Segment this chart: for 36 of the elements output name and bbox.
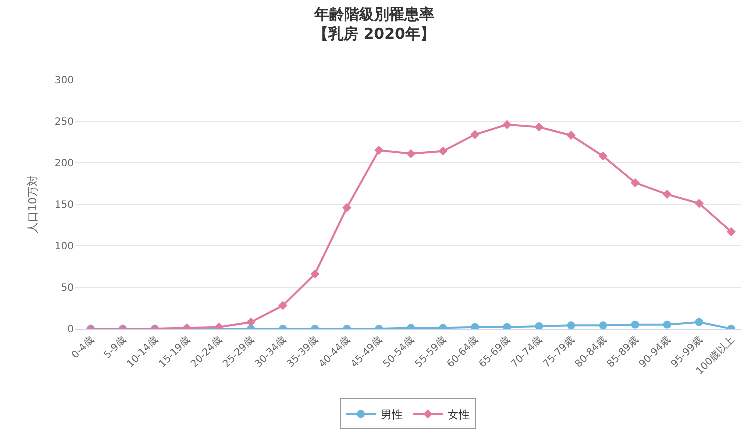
point xyxy=(631,320,640,329)
y-tick-label: 100 xyxy=(54,242,74,252)
point xyxy=(438,146,448,156)
y-tick-label: 200 xyxy=(54,158,74,170)
point xyxy=(566,131,576,140)
x-tick-label: 5-9歳 xyxy=(102,334,129,362)
chart-title: 年齢階級別罹患率 xyxy=(314,6,434,24)
point xyxy=(246,318,256,327)
legend-label: 女性 xyxy=(448,408,470,422)
y-tick-label: 0 xyxy=(68,324,74,336)
point xyxy=(694,199,704,208)
point xyxy=(599,322,608,329)
point xyxy=(342,203,352,212)
point xyxy=(534,122,544,132)
x-tick-label: 0-4歳 xyxy=(70,334,97,362)
y-axis-title: 人口10万対 xyxy=(26,176,40,234)
chart-subtitle: 【乳房 2020年】 xyxy=(314,25,436,44)
y-tick-label: 50 xyxy=(61,283,74,294)
point xyxy=(278,301,288,310)
y-tick-label: 150 xyxy=(54,200,74,211)
point xyxy=(695,318,704,326)
point xyxy=(726,227,736,236)
point xyxy=(630,178,640,188)
point xyxy=(374,146,384,156)
legend-label: 男性 xyxy=(381,408,403,422)
point xyxy=(567,322,576,329)
point xyxy=(406,149,416,158)
point xyxy=(663,320,672,329)
y-tick-label: 300 xyxy=(54,76,74,86)
point xyxy=(310,270,320,279)
point xyxy=(470,130,480,140)
point xyxy=(598,152,608,161)
point xyxy=(502,120,512,130)
y-tick-label: 250 xyxy=(54,117,74,128)
point xyxy=(535,322,544,329)
point xyxy=(662,190,672,200)
